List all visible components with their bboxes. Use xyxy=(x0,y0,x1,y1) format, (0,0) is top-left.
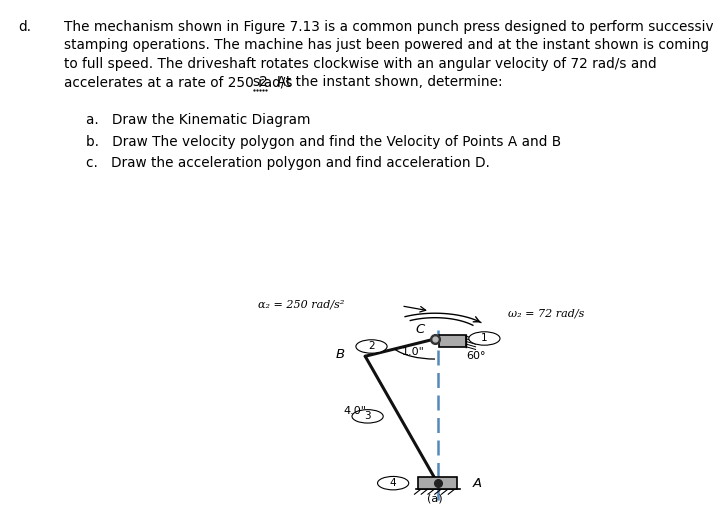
Text: s2: s2 xyxy=(252,76,269,89)
Text: α₂ = 250 rad/s²: α₂ = 250 rad/s² xyxy=(258,299,344,309)
Text: 1.0": 1.0" xyxy=(401,346,424,357)
Text: B: B xyxy=(336,348,345,361)
Circle shape xyxy=(378,476,409,490)
Text: stamping operations. The machine has just been powered and at the instant shown : stamping operations. The machine has jus… xyxy=(64,39,713,52)
Circle shape xyxy=(352,410,383,423)
Text: 4.0": 4.0" xyxy=(343,406,366,416)
Text: C: C xyxy=(416,323,425,336)
Circle shape xyxy=(356,340,387,353)
Text: 4: 4 xyxy=(390,478,396,488)
Bar xyxy=(439,335,466,347)
Text: 3: 3 xyxy=(364,411,371,421)
Text: ω₂ = 72 rad/s: ω₂ = 72 rad/s xyxy=(508,308,584,318)
Text: 2: 2 xyxy=(368,341,375,352)
Text: . At the instant shown, determine:: . At the instant shown, determine: xyxy=(267,76,503,89)
Text: accelerates at a rate of 250 rad/s: accelerates at a rate of 250 rad/s xyxy=(64,76,292,89)
Text: 60°: 60° xyxy=(466,351,486,361)
Text: c.   Draw the acceleration polygon and find acceleration D.: c. Draw the acceleration polygon and fin… xyxy=(86,156,490,170)
Text: The mechanism shown in Figure 7.13 is a common punch press designed to perform s: The mechanism shown in Figure 7.13 is a … xyxy=(64,20,713,34)
Text: A: A xyxy=(472,476,481,490)
Text: (a): (a) xyxy=(427,493,443,503)
Text: a.   Draw the Kinematic Diagram: a. Draw the Kinematic Diagram xyxy=(86,114,310,127)
Text: 1: 1 xyxy=(481,334,488,343)
Circle shape xyxy=(469,332,500,345)
Text: d.: d. xyxy=(18,20,31,34)
Text: b.   Draw The velocity polygon and find the Velocity of Points A and B: b. Draw The velocity polygon and find th… xyxy=(86,135,561,149)
Text: to full speed. The driveshaft rotates clockwise with an angular velocity of 72 r: to full speed. The driveshaft rotates cl… xyxy=(64,57,657,71)
Bar xyxy=(418,477,457,489)
